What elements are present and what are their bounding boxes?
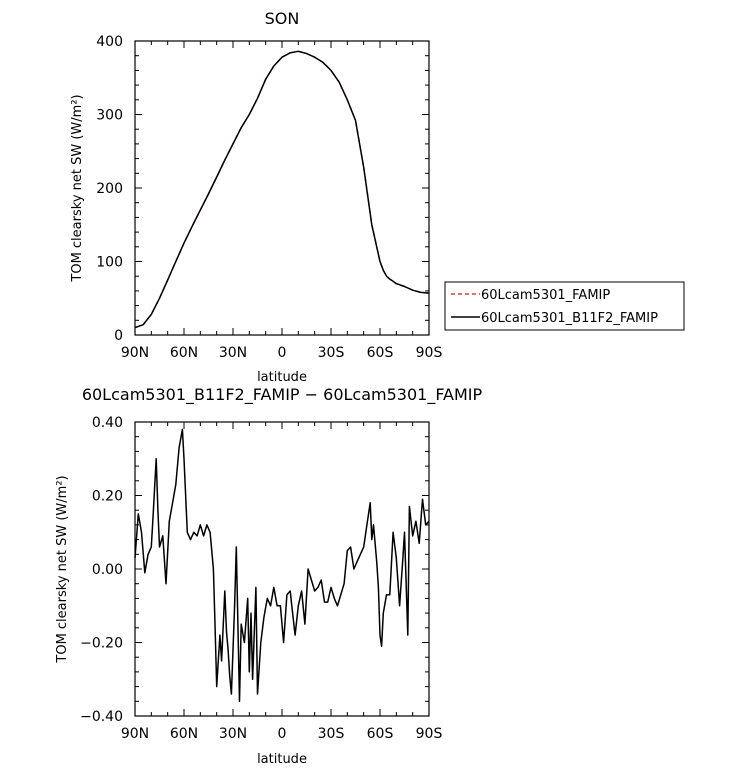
bottom-plot-frame xyxy=(134,421,430,717)
top-x-tick-label: 30N xyxy=(219,345,247,361)
bottom-y-tick-label: 0.00 xyxy=(92,562,123,578)
bottom-panel: 60Lcam5301_B11F2_FAMIP − 60Lcam5301_FAMI… xyxy=(55,385,483,767)
top-x-axis-label: latitude xyxy=(257,370,307,385)
bottom-x-axis-label: latitude xyxy=(257,752,307,767)
top-x-tick-label: 90S xyxy=(416,345,443,361)
bottom-y-tick-label: −0.20 xyxy=(80,636,123,652)
top-y-tick-label: 0 xyxy=(114,328,123,344)
bottom-series-line-1 xyxy=(134,428,430,703)
top-x-tick-label: 90N xyxy=(121,345,149,361)
top-chart-title: SON xyxy=(265,9,300,28)
bottom-x-tick-label: 30S xyxy=(318,726,345,742)
top-y-tick-label: 100 xyxy=(96,255,123,271)
top-x-tick-label: 30S xyxy=(318,345,345,361)
bottom-x-tick-label: 90N xyxy=(121,726,149,742)
top-x-tick-label: 60S xyxy=(367,345,394,361)
top-panel: SON 90N 60N 30N 0 30S 60S 90S 0 100 200 300 400 lat… xyxy=(70,9,442,385)
bottom-x-tick-label: 0 xyxy=(278,726,287,742)
bottom-y-tick-label: −0.40 xyxy=(80,709,123,725)
legend-box xyxy=(444,281,685,331)
top-y-tick-label: 200 xyxy=(96,181,123,197)
top-y-tick-label: 300 xyxy=(96,108,123,124)
bottom-chart-title: 60Lcam5301_B11F2_FAMIP − 60Lcam5301_FAMI… xyxy=(82,385,483,405)
legend-label-b11f2: 60Lcam5301_B11F2_FAMIP xyxy=(481,311,658,326)
top-series-line-2 xyxy=(134,50,430,329)
bottom-x-tick-label: 90S xyxy=(416,726,443,742)
bottom-x-tick-label: 30N xyxy=(219,726,247,742)
top-x-tick-label: 60N xyxy=(170,345,198,361)
legend-label-famip: 60Lcam5301_FAMIP xyxy=(481,288,610,303)
top-plot-frame xyxy=(134,40,430,336)
top-y-axis-label: TOM clearsky net SW (W/m²) xyxy=(70,94,85,282)
bottom-x-tick-label: 60S xyxy=(367,726,394,742)
bottom-y-tick-label: 0.20 xyxy=(92,489,123,505)
legend: 60Lcam5301_FAMIP 60Lcam5301_B11F2_FAMIP xyxy=(444,281,685,331)
top-y-tick-label: 400 xyxy=(96,34,123,50)
top-series-line-1 xyxy=(134,50,430,329)
bottom-x-tick-label: 60N xyxy=(170,726,198,742)
bottom-y-tick-label: 0.40 xyxy=(92,415,123,431)
top-x-tick-label: 0 xyxy=(278,345,287,361)
bottom-y-axis-label: TOM clearsky net SW (W/m²) xyxy=(55,475,70,663)
